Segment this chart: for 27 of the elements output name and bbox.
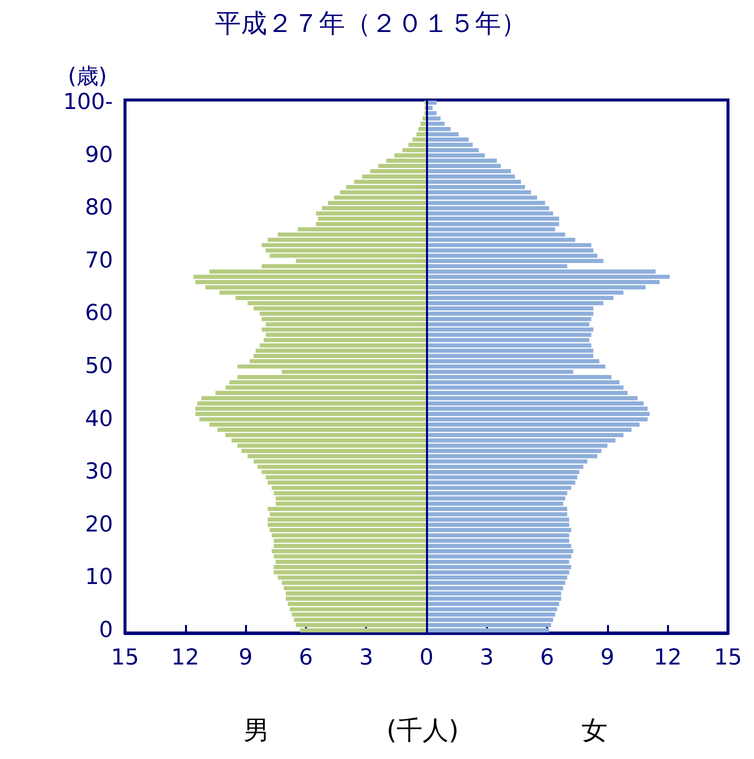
text: 女	[581, 716, 608, 746]
y-tick-label: 60	[85, 301, 113, 326]
x-tick-label: 9	[600, 646, 614, 670]
x-tick-label: 6	[540, 646, 554, 670]
y-tick-label: 100-	[63, 90, 113, 116]
y-tick-label: 50	[85, 354, 113, 379]
x-tick-label: 12	[171, 646, 200, 670]
y-tick-label: 20	[85, 512, 113, 538]
x-tick-label: 9	[238, 646, 253, 670]
chart-title: 平成２７年（２０１５年）	[215, 9, 527, 39]
y-tick-label: 30	[85, 460, 113, 485]
x-tick-label: 3	[480, 646, 494, 670]
x-tick-label: 15	[714, 646, 742, 670]
y-axis-title: (歳)	[68, 64, 107, 90]
text: 男	[244, 716, 270, 746]
y-tick-label: 80	[85, 196, 113, 221]
x-axis-title: (千人)	[386, 716, 459, 746]
x-tick-label: 3	[359, 646, 374, 670]
y-tick-label: 0	[99, 618, 113, 643]
x-tick-label: 0	[420, 646, 434, 670]
x-tick-label: 6	[298, 646, 313, 670]
y-tick-label: 70	[85, 248, 113, 274]
y-tick-label: 90	[85, 142, 113, 168]
x-tick-label: 12	[654, 646, 682, 670]
y-tick-label: 10	[85, 565, 113, 590]
y-tick-label: 40	[85, 406, 113, 432]
x-tick-label: 15	[111, 646, 139, 670]
